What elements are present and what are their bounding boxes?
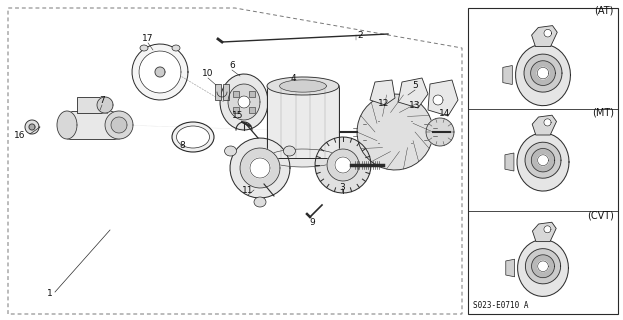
- Ellipse shape: [283, 146, 295, 156]
- Polygon shape: [524, 54, 562, 92]
- Polygon shape: [398, 78, 428, 108]
- Polygon shape: [29, 124, 35, 130]
- Bar: [249, 108, 255, 114]
- Polygon shape: [518, 240, 568, 296]
- Bar: [215, 84, 221, 100]
- Polygon shape: [280, 80, 326, 92]
- Ellipse shape: [172, 45, 180, 51]
- Polygon shape: [531, 26, 557, 46]
- Polygon shape: [517, 133, 569, 191]
- Text: 13: 13: [409, 101, 421, 110]
- Polygon shape: [132, 44, 188, 100]
- Polygon shape: [426, 118, 454, 146]
- Polygon shape: [531, 61, 555, 85]
- Text: 5: 5: [412, 81, 418, 90]
- Bar: [233, 108, 239, 114]
- Bar: [223, 84, 229, 100]
- Polygon shape: [267, 149, 339, 167]
- Bar: [249, 91, 255, 97]
- Polygon shape: [327, 149, 359, 181]
- Polygon shape: [525, 142, 561, 178]
- Polygon shape: [544, 226, 551, 233]
- Polygon shape: [505, 153, 514, 171]
- Polygon shape: [531, 255, 554, 278]
- Text: 8: 8: [179, 141, 185, 150]
- Text: 6: 6: [229, 61, 235, 70]
- Polygon shape: [57, 111, 77, 139]
- Text: (CVT): (CVT): [587, 210, 614, 220]
- Polygon shape: [240, 148, 280, 188]
- Polygon shape: [335, 157, 351, 173]
- Ellipse shape: [224, 146, 237, 156]
- Polygon shape: [315, 137, 371, 193]
- Bar: [67, 111, 119, 139]
- Polygon shape: [544, 29, 551, 37]
- Polygon shape: [503, 66, 512, 84]
- Text: S023-E0710 A: S023-E0710 A: [473, 301, 528, 310]
- Polygon shape: [155, 67, 165, 77]
- Text: 11: 11: [242, 186, 254, 195]
- Polygon shape: [220, 74, 268, 130]
- Text: 10: 10: [202, 69, 214, 78]
- Text: (AT): (AT): [594, 5, 614, 15]
- Polygon shape: [538, 155, 548, 165]
- Text: 3: 3: [339, 183, 345, 192]
- Bar: [267, 86, 339, 158]
- Bar: [468, 8, 618, 314]
- Polygon shape: [267, 77, 339, 95]
- Polygon shape: [228, 84, 260, 120]
- Polygon shape: [516, 44, 571, 106]
- Polygon shape: [433, 95, 443, 105]
- Polygon shape: [97, 97, 113, 113]
- Text: 7: 7: [99, 96, 105, 105]
- Text: 14: 14: [439, 109, 450, 118]
- Text: 15: 15: [232, 111, 244, 120]
- Bar: [233, 91, 239, 97]
- Text: 1: 1: [47, 289, 53, 298]
- Text: (MT): (MT): [592, 107, 614, 117]
- Polygon shape: [531, 148, 554, 172]
- Polygon shape: [533, 222, 556, 242]
- Ellipse shape: [140, 45, 148, 51]
- Text: 9: 9: [309, 218, 315, 227]
- Polygon shape: [105, 111, 133, 139]
- Text: 2: 2: [357, 31, 363, 40]
- Text: 16: 16: [14, 131, 26, 140]
- Polygon shape: [238, 96, 250, 108]
- Polygon shape: [544, 119, 551, 126]
- Ellipse shape: [176, 126, 209, 148]
- Polygon shape: [428, 80, 458, 116]
- Polygon shape: [250, 158, 270, 178]
- Polygon shape: [230, 138, 290, 198]
- Text: 12: 12: [378, 99, 390, 108]
- Polygon shape: [139, 51, 181, 93]
- Ellipse shape: [254, 197, 266, 207]
- Polygon shape: [111, 117, 127, 133]
- Polygon shape: [525, 249, 561, 284]
- Polygon shape: [538, 261, 548, 271]
- Polygon shape: [537, 68, 549, 79]
- Ellipse shape: [172, 122, 214, 152]
- Bar: [77, 97, 107, 113]
- Polygon shape: [25, 120, 39, 134]
- Polygon shape: [532, 115, 556, 135]
- Polygon shape: [370, 80, 395, 105]
- Polygon shape: [357, 94, 433, 170]
- Polygon shape: [506, 259, 515, 277]
- Text: 17: 17: [142, 34, 154, 43]
- Text: 4: 4: [290, 74, 296, 83]
